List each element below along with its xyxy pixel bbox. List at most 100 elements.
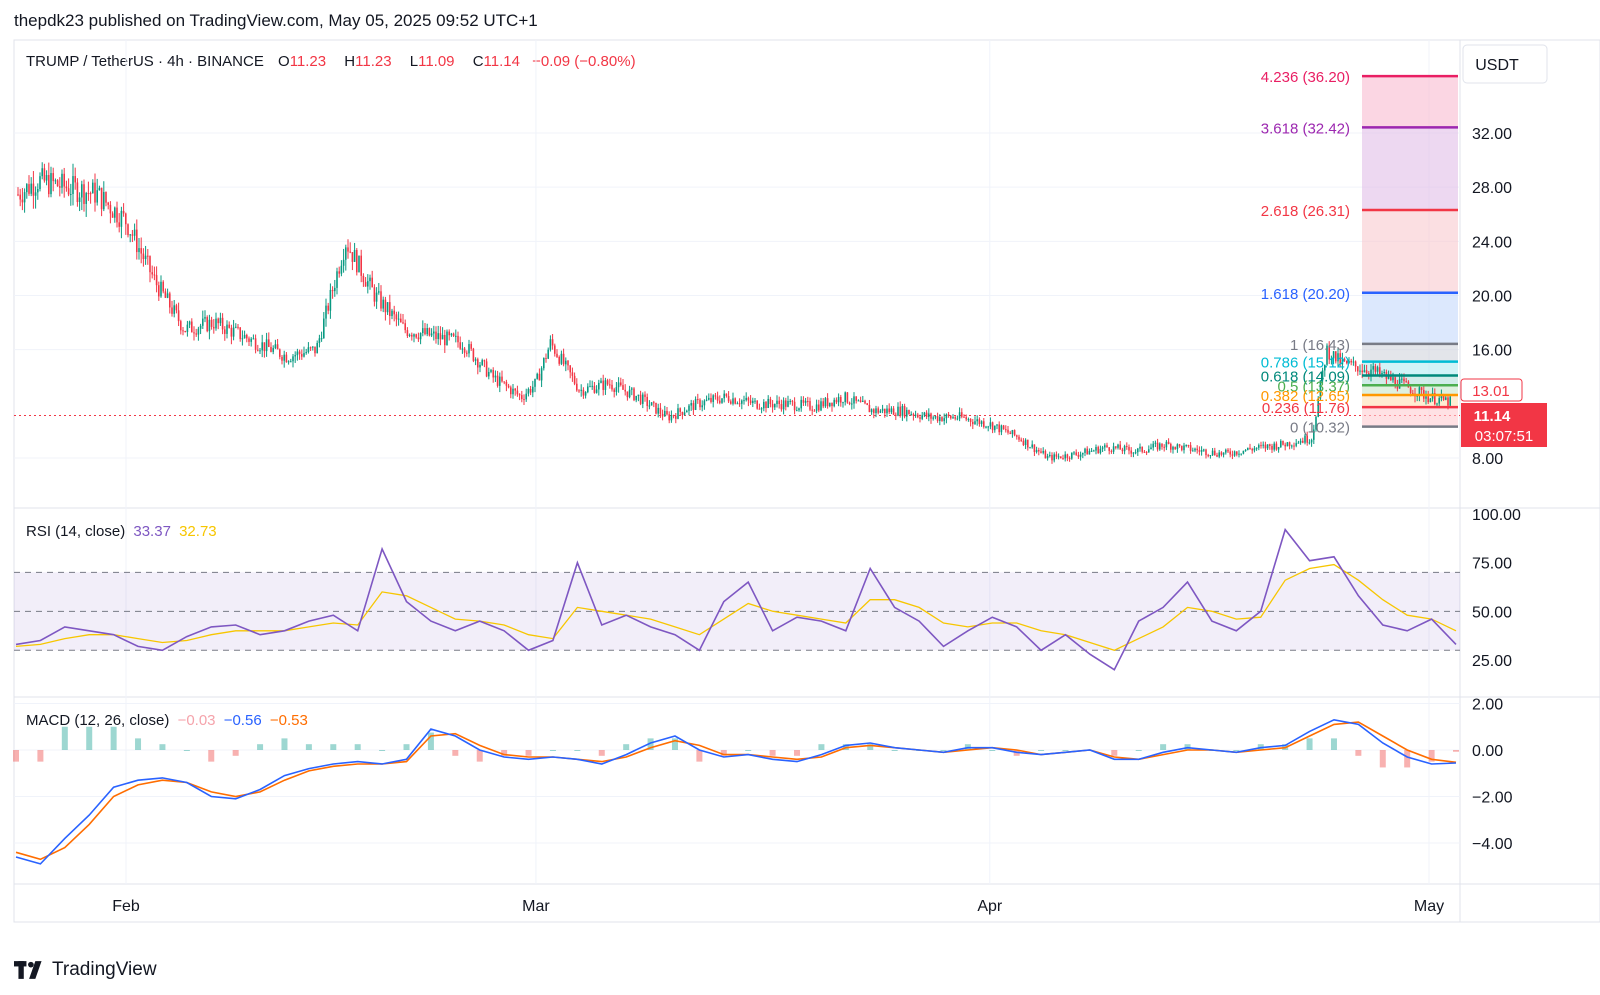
candle-body [1304,435,1306,443]
candle-body [210,319,213,327]
candle-body [1335,351,1337,362]
candle-body [34,192,37,196]
macd-histogram-bar [1233,750,1240,751]
candle-body [50,173,52,195]
candle-body [226,324,228,334]
macd-histogram-bar [37,750,44,762]
candle-body [1172,446,1174,450]
macd-histogram-bar [598,750,605,756]
candle-body [1115,446,1117,448]
candle-body [1277,446,1280,450]
candle-body [820,401,822,411]
price-tick-label: 16.00 [1472,343,1512,360]
candle-body [1299,440,1302,443]
candle-body [939,417,941,421]
candle-body [895,414,897,416]
candle-body [314,346,316,354]
macd-histogram-bar [1208,750,1215,751]
candle-body [386,302,389,313]
candle-body [785,400,787,407]
candle-body [758,408,761,410]
candle-body [224,329,226,334]
candle-body [1024,439,1027,446]
candle-body [692,403,695,410]
candle-body [193,332,195,334]
fib-zone [1362,407,1458,427]
candle-body [290,361,292,363]
candle-body [276,344,279,350]
candle-body [813,410,816,412]
macd-histogram-bar [330,744,337,750]
candle-body [1161,443,1163,447]
candle-body [730,401,732,404]
macd-histogram-bar [1453,750,1459,752]
candle-body [780,404,783,410]
candle-body [815,404,818,411]
candle-body [983,421,985,427]
candle-body [829,402,831,407]
candle-body [215,318,217,329]
candle-body [1414,393,1416,397]
candle-body [459,342,461,349]
candle-body [873,409,875,414]
high-value: 11.23 [355,53,392,70]
candle-body [127,224,129,236]
rsi-value: 33.37 [133,523,171,540]
open-value: 11.23 [289,53,327,70]
candle-body [437,333,439,340]
candle-body [653,402,655,404]
currency-box[interactable]: USDT [1462,44,1548,84]
candle-body [604,380,607,390]
candle-body [230,327,233,337]
candle-body [613,389,615,392]
candle-body [560,353,563,364]
candle-body [1288,442,1291,447]
candle-body [208,319,211,332]
candle-body [94,182,96,203]
candle-body [1293,445,1295,447]
rsi-label[interactable]: RSI (14, close) [26,523,126,540]
candle-body [547,349,549,359]
candle-body [549,339,552,350]
macd-histogram-bar [623,744,630,750]
candle-body [206,317,208,332]
candle-body [1403,378,1405,382]
candle-body [30,183,32,194]
candle-body [426,328,428,335]
symbol-name[interactable]: TRUMP / TetherUS · 4h · BINANCE [26,53,264,70]
candle-body [1359,370,1361,372]
candle-body [747,397,750,401]
candle-body [688,405,690,411]
candle-body [1090,450,1093,452]
candle-body [1123,445,1126,452]
candle-body [237,326,239,328]
candle-body [472,348,475,361]
candle-body [807,400,809,402]
candle-body [635,395,637,401]
candle-body [989,422,992,427]
candle-body [450,333,453,336]
macd-label[interactable]: MACD (12, 26, close) [26,712,170,729]
candle-body [1262,444,1264,446]
candle-body [1031,444,1033,448]
rsi-pane[interactable] [14,527,1460,671]
candle-body [1053,454,1055,461]
candle-body [606,380,609,385]
candle-body [433,331,435,334]
candle-body [1005,429,1007,431]
macd-histogram-bar [476,750,483,762]
candle-body [63,173,65,187]
candle-body [303,353,305,357]
candle-body [1156,442,1159,450]
macd-pane[interactable] [13,718,1459,865]
candle-body [441,334,444,340]
candle-body [754,400,756,402]
price-pane[interactable] [17,162,1451,464]
tradingview-logo[interactable]: TradingView [14,959,157,981]
candle-body [1077,454,1080,457]
candle-body [188,321,191,325]
candle-body [624,389,626,392]
candle-body [800,399,802,409]
candle-body [974,421,976,425]
